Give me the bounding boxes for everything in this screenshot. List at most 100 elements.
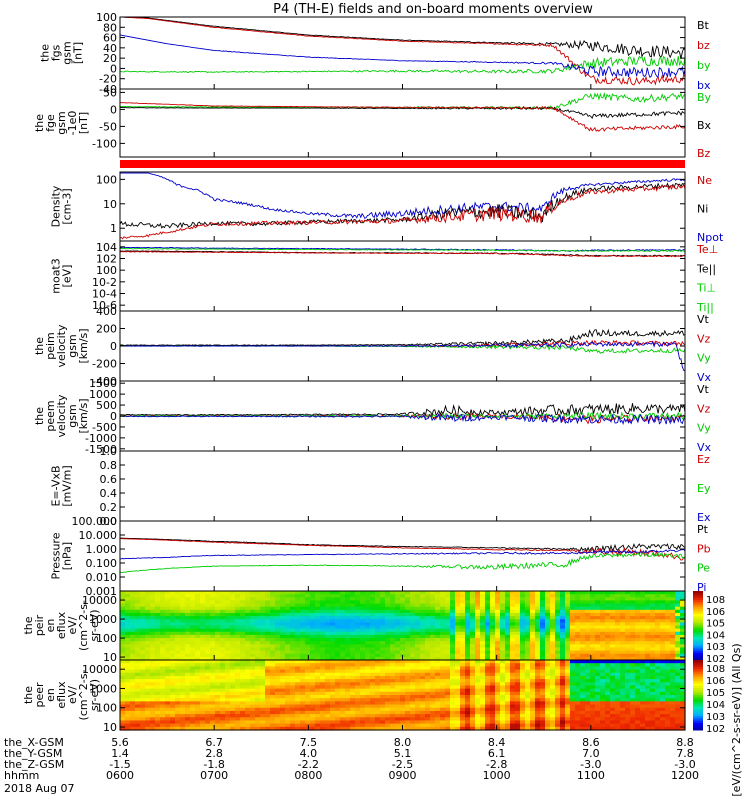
heatmap-cell (120, 650, 126, 655)
series-line-pressure-pt (120, 537, 686, 553)
heatmap-cell (250, 616, 256, 620)
heatmap-cell (595, 710, 601, 715)
heatmap-cell (120, 695, 126, 699)
heatmap-cell (560, 710, 566, 715)
colorbar-cell (693, 597, 703, 601)
heatmap-cell (580, 714, 586, 718)
heatmap-cell (265, 675, 271, 680)
heatmap-cell (530, 612, 536, 617)
heatmap-cell (440, 616, 446, 620)
heatmap-cell (220, 701, 226, 706)
heatmap-cell (555, 641, 561, 645)
heatmap-cell (415, 726, 421, 731)
heatmap-cell (425, 726, 431, 731)
heatmap-cell (500, 663, 506, 667)
heatmap-cell (585, 723, 591, 728)
heatmap-cell (155, 628, 161, 633)
heatmap-cell (635, 609, 641, 614)
heatmap-cell (145, 726, 151, 731)
heatmap-cell (470, 616, 476, 620)
heatmap-cell (560, 625, 566, 630)
heatmap-cell (655, 619, 661, 623)
heatmap-cell (405, 612, 411, 617)
heatmap-cell (485, 656, 491, 661)
heatmap-cell (245, 597, 251, 602)
heatmap-cell (245, 720, 251, 725)
heatmap-cell (390, 660, 396, 664)
heatmap-cell (305, 669, 311, 674)
heatmap-cell (385, 609, 391, 614)
heatmap-cell (370, 631, 376, 636)
heatmap-cell (170, 603, 176, 608)
heatmap-cell (575, 720, 581, 725)
heatmap-cell (370, 641, 376, 645)
heatmap-cell (245, 717, 251, 722)
heatmap-cell (495, 628, 501, 633)
heatmap-cell (395, 603, 401, 608)
heatmap-cell (390, 717, 396, 722)
heatmap-cell (320, 717, 326, 722)
heatmap-cell (575, 616, 581, 620)
heatmap-cell (535, 591, 541, 595)
heatmap-cell (485, 723, 491, 728)
heatmap-cell (595, 691, 601, 696)
heatmap-cell (150, 672, 156, 677)
heatmap-cell (285, 704, 291, 709)
heatmap-cell (245, 625, 251, 630)
heatmap-cell (675, 631, 681, 636)
heatmap-cell (365, 591, 371, 595)
heatmap-cell (235, 682, 241, 687)
heatmap-cell (200, 723, 206, 728)
heatmap-cell (450, 634, 456, 639)
heatmap-cell (235, 638, 241, 642)
heatmap-cell (590, 634, 596, 639)
heatmap-cell (340, 606, 346, 611)
heatmap-cell (260, 622, 266, 627)
heatmap-cell (170, 685, 176, 690)
heatmap-cell (285, 606, 291, 611)
heatmap-cell (550, 723, 556, 728)
heatmap-cell (415, 723, 421, 728)
heatmap-cell (365, 594, 371, 598)
heatmap-cell (170, 625, 176, 630)
heatmap-cell (265, 619, 271, 623)
heatmap-cell (425, 714, 431, 718)
heatmap-cell (660, 634, 666, 639)
heatmap-cell (630, 647, 636, 652)
heatmap-cell (590, 619, 596, 623)
heatmap-cell (285, 597, 291, 602)
heatmap-cell (215, 644, 221, 649)
heatmap-cell (270, 600, 276, 605)
heatmap-cell (165, 647, 171, 652)
heatmap-cell (205, 695, 211, 699)
heatmap-cell (590, 644, 596, 649)
heatmap-cell (175, 707, 181, 712)
heatmap-cell (665, 612, 671, 617)
heatmap-cell (425, 612, 431, 617)
heatmap-cell (260, 688, 266, 693)
heatmap-cell (180, 660, 186, 664)
heatmap-cell (285, 669, 291, 674)
heatmap-cell (305, 726, 311, 731)
heatmap-cell (600, 679, 606, 683)
heatmap-cell (125, 701, 131, 706)
heatmap-cell (160, 609, 166, 614)
heatmap-cell (525, 625, 531, 630)
heatmap-cell (530, 660, 536, 664)
heatmap-cell (630, 616, 636, 620)
heatmap-cell (190, 660, 196, 664)
heatmap-cell (385, 688, 391, 693)
heatmap-cell (555, 669, 561, 674)
heatmap-cell (195, 644, 201, 649)
heatmap-cell (180, 672, 186, 677)
heatmap-cell (295, 609, 301, 614)
heatmap-cell (160, 650, 166, 655)
heatmap-cell (190, 625, 196, 630)
heatmap-cell (505, 726, 511, 731)
heatmap-cell (240, 707, 246, 712)
heatmap-cell (365, 634, 371, 639)
heatmap-cell (235, 647, 241, 652)
heatmap-cell (435, 701, 441, 706)
heatmap-cell (225, 647, 231, 652)
heatmap-cell (210, 672, 216, 677)
